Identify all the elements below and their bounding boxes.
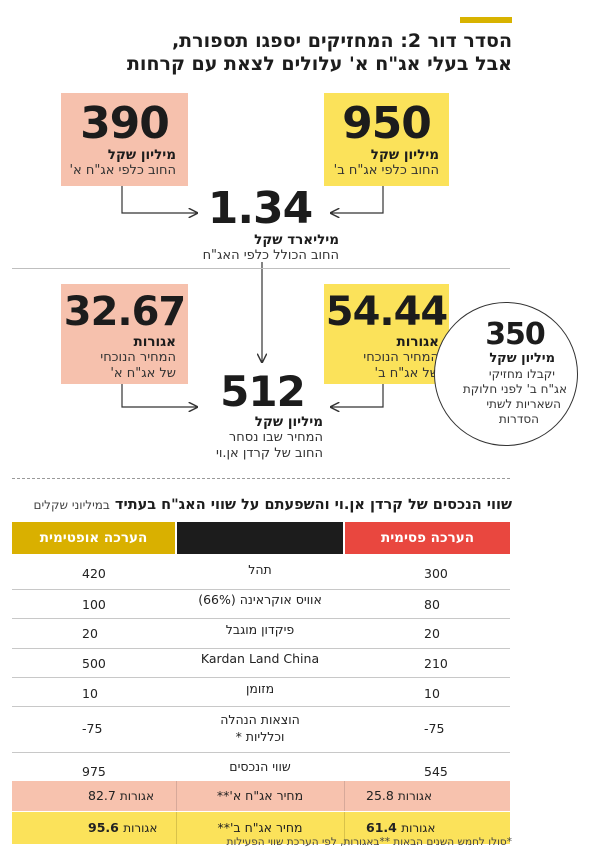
row-tahal-pessimistic: 300 — [424, 566, 448, 581]
bond-b-price-value: 54.44 — [325, 289, 449, 335]
bond-a-price-caption-2: של אג"ח א' — [110, 366, 176, 381]
row-deposit-optimistic: 20 — [82, 626, 98, 641]
row-kardan-land-optimistic: 500 — [82, 656, 106, 671]
total-debt-unit: מיליארד שקל — [254, 232, 339, 248]
table-divider — [12, 478, 510, 479]
priority-line-2: אג"ח ב' לפני חלוקת — [462, 382, 567, 396]
row-divider — [12, 706, 510, 707]
row-cash-pessimistic: 10 — [424, 686, 440, 701]
row-kardan-land-name: Kardan Land China — [200, 651, 320, 666]
row-expenses-name: הוצאות הנהלה וכלליות * — [177, 711, 343, 745]
bond-a-debt-unit: מיליון שקל — [107, 147, 176, 163]
row-divider — [12, 752, 510, 753]
row-avis-name: אוויס אוקראינה (66%) — [198, 592, 322, 607]
connector-arrows — [121, 186, 384, 470]
row-cash-optimistic: 10 — [82, 686, 98, 701]
bond-b-debt-caption: החוב כלפי אג"ח ב' — [333, 163, 439, 178]
bond-b-price-caption-1: המחיר הנוכחי — [363, 350, 439, 365]
price-b-optimistic: אגורות 95.6 — [88, 820, 157, 835]
row-kardan-land-pessimistic: 210 — [424, 656, 448, 671]
header-pessimistic: הערכה פסימית — [345, 522, 510, 554]
bond-b-price-caption-2: של אג"ח ב' — [374, 366, 439, 381]
priority-line-1: יקבלו מחזיקי — [488, 367, 555, 381]
row-assets-value-pessimistic: 545 — [424, 764, 448, 779]
price-b-pessimistic-value: 61.4 — [366, 820, 397, 835]
debt-trading-price-caption-1: המחיר שבו נסחר — [228, 430, 323, 445]
header-blank — [177, 522, 343, 554]
priority-value: 350 — [485, 317, 546, 352]
bond-b-price-unit: אגורות — [396, 334, 439, 350]
row-tahal-name: תהל — [248, 562, 272, 577]
row-avis-pessimistic: 80 — [424, 597, 440, 612]
column-divider — [176, 781, 177, 811]
priority-line-4: הסדרות — [498, 412, 539, 426]
price-b-name: מחיר אג"ח ב'** — [217, 820, 303, 835]
row-assets-value-optimistic: 975 — [82, 764, 106, 779]
total-debt-caption: החוב הכולל כלפי האג"ח — [202, 248, 339, 263]
column-divider — [176, 812, 177, 844]
debt-trading-price: 512 מיליון שקל המחיר שבו נסחר החוב של קר… — [190, 370, 335, 462]
bond-b-price-box: 54.44 אגורות המחיר הנוכחי של אג"ח ב' — [324, 284, 449, 384]
price-a-optimistic-unit: אגורות — [119, 789, 154, 803]
bond-a-price-unit: אגורות — [133, 334, 176, 350]
row-deposit-pessimistic: 20 — [424, 626, 440, 641]
row-assets-value-name: שווי הנכסים — [229, 759, 291, 774]
table-title: שווי הנכסים של קרדן אן.וי והשפעתם על שוו… — [34, 497, 512, 513]
bond-b-debt-unit: מיליון שקל — [370, 147, 439, 163]
accent-bar — [460, 17, 512, 23]
price-b-pessimistic-unit: אגורות — [401, 821, 436, 835]
bond-b-priority-circle: 350 מיליון שקל יקבלו מחזיקי אג"ח ב' לפני… — [434, 302, 578, 446]
bond-b-debt-value: 950 — [342, 98, 432, 149]
price-a-optimistic-value: 82.7 — [88, 788, 116, 803]
bond-a-debt-caption: החוב כלפי אג"ח א' — [69, 163, 176, 178]
row-tahal-optimistic: 420 — [82, 566, 106, 581]
headline: הסדר דור 2: המחזיקים יספגו תספורת, אבל ב… — [32, 30, 512, 76]
table-title-text: שווי הנכסים של קרדן אן.וי והשפעתם על שוו… — [114, 497, 512, 513]
price-a-name: מחיר אג"ח א'** — [216, 788, 304, 803]
bond-a-price-value: 32.67 — [63, 289, 187, 335]
row-divider — [12, 677, 510, 678]
price-row-bond-a — [12, 781, 510, 811]
price-b-pessimistic: אגורות 61.4 — [366, 820, 435, 835]
price-a-pessimistic-unit: אגורות — [397, 789, 432, 803]
header-optimistic: הערכה אופטימית — [12, 522, 175, 554]
debt-trading-price-value: 512 — [220, 367, 306, 416]
price-b-optimistic-unit: אגורות — [123, 821, 158, 835]
column-divider — [344, 812, 345, 844]
table-title-unit: במיליוני שקלים — [33, 498, 110, 512]
price-a-optimistic: אגורות 82.7 — [88, 788, 154, 803]
bond-a-price-caption-1: המחיר הנוכחי — [100, 350, 176, 365]
price-a-pessimistic-value: 25.8 — [366, 788, 394, 803]
row-divider — [12, 589, 510, 590]
bond-a-debt-value: 390 — [80, 98, 170, 149]
debt-trading-price-unit: מיליון שקל — [254, 414, 323, 430]
footnote: *סולו לחמש השנים הבאות **באגורות, לפי הע… — [226, 836, 512, 848]
bond-b-debt-box: 950 מיליון שקל החוב כלפי אג"ח ב' — [324, 93, 449, 186]
headline-line-2: אבל בעלי אג"ח א' עלולים לצאת עם קרחות — [126, 53, 512, 75]
row-expenses-name-line-2: וכלליות * — [235, 729, 285, 744]
price-b-optimistic-value: 95.6 — [88, 820, 119, 835]
total-debt-value: 1.34 — [207, 183, 314, 234]
price-row-bond-b — [12, 812, 510, 844]
priority-unit: מיליון שקל — [489, 351, 555, 366]
row-expenses-name-line-1: הוצאות הנהלה — [220, 712, 300, 727]
price-a-pessimistic: אגורות 25.8 — [366, 788, 432, 803]
bond-a-price-box: 32.67 אגורות המחיר הנוכחי של אג"ח א' — [61, 284, 188, 384]
bond-a-debt-box: 390 מיליון שקל החוב כלפי אג"ח א' — [61, 93, 188, 186]
row-expenses-optimistic: -75 — [82, 721, 103, 736]
row-deposit-name: פיקדון מוגבל — [225, 622, 295, 637]
row-expenses-pessimistic: -75 — [424, 721, 445, 736]
row-cash-name: מזומן — [245, 681, 275, 696]
debt-trading-price-caption-2: החוב של קרדן אן.וי — [215, 446, 323, 461]
total-debt: 1.34 מיליארד שקל החוב הכולל כלפי האג"ח — [175, 186, 345, 264]
row-divider — [12, 618, 510, 619]
section-divider — [12, 268, 510, 269]
column-divider — [344, 781, 345, 811]
row-avis-optimistic: 100 — [82, 597, 106, 612]
row-divider — [12, 648, 510, 649]
headline-line-1: הסדר דור 2: המחזיקים יספגו תספורת, — [171, 30, 512, 52]
priority-line-3: השאריות לשתי — [486, 397, 561, 411]
